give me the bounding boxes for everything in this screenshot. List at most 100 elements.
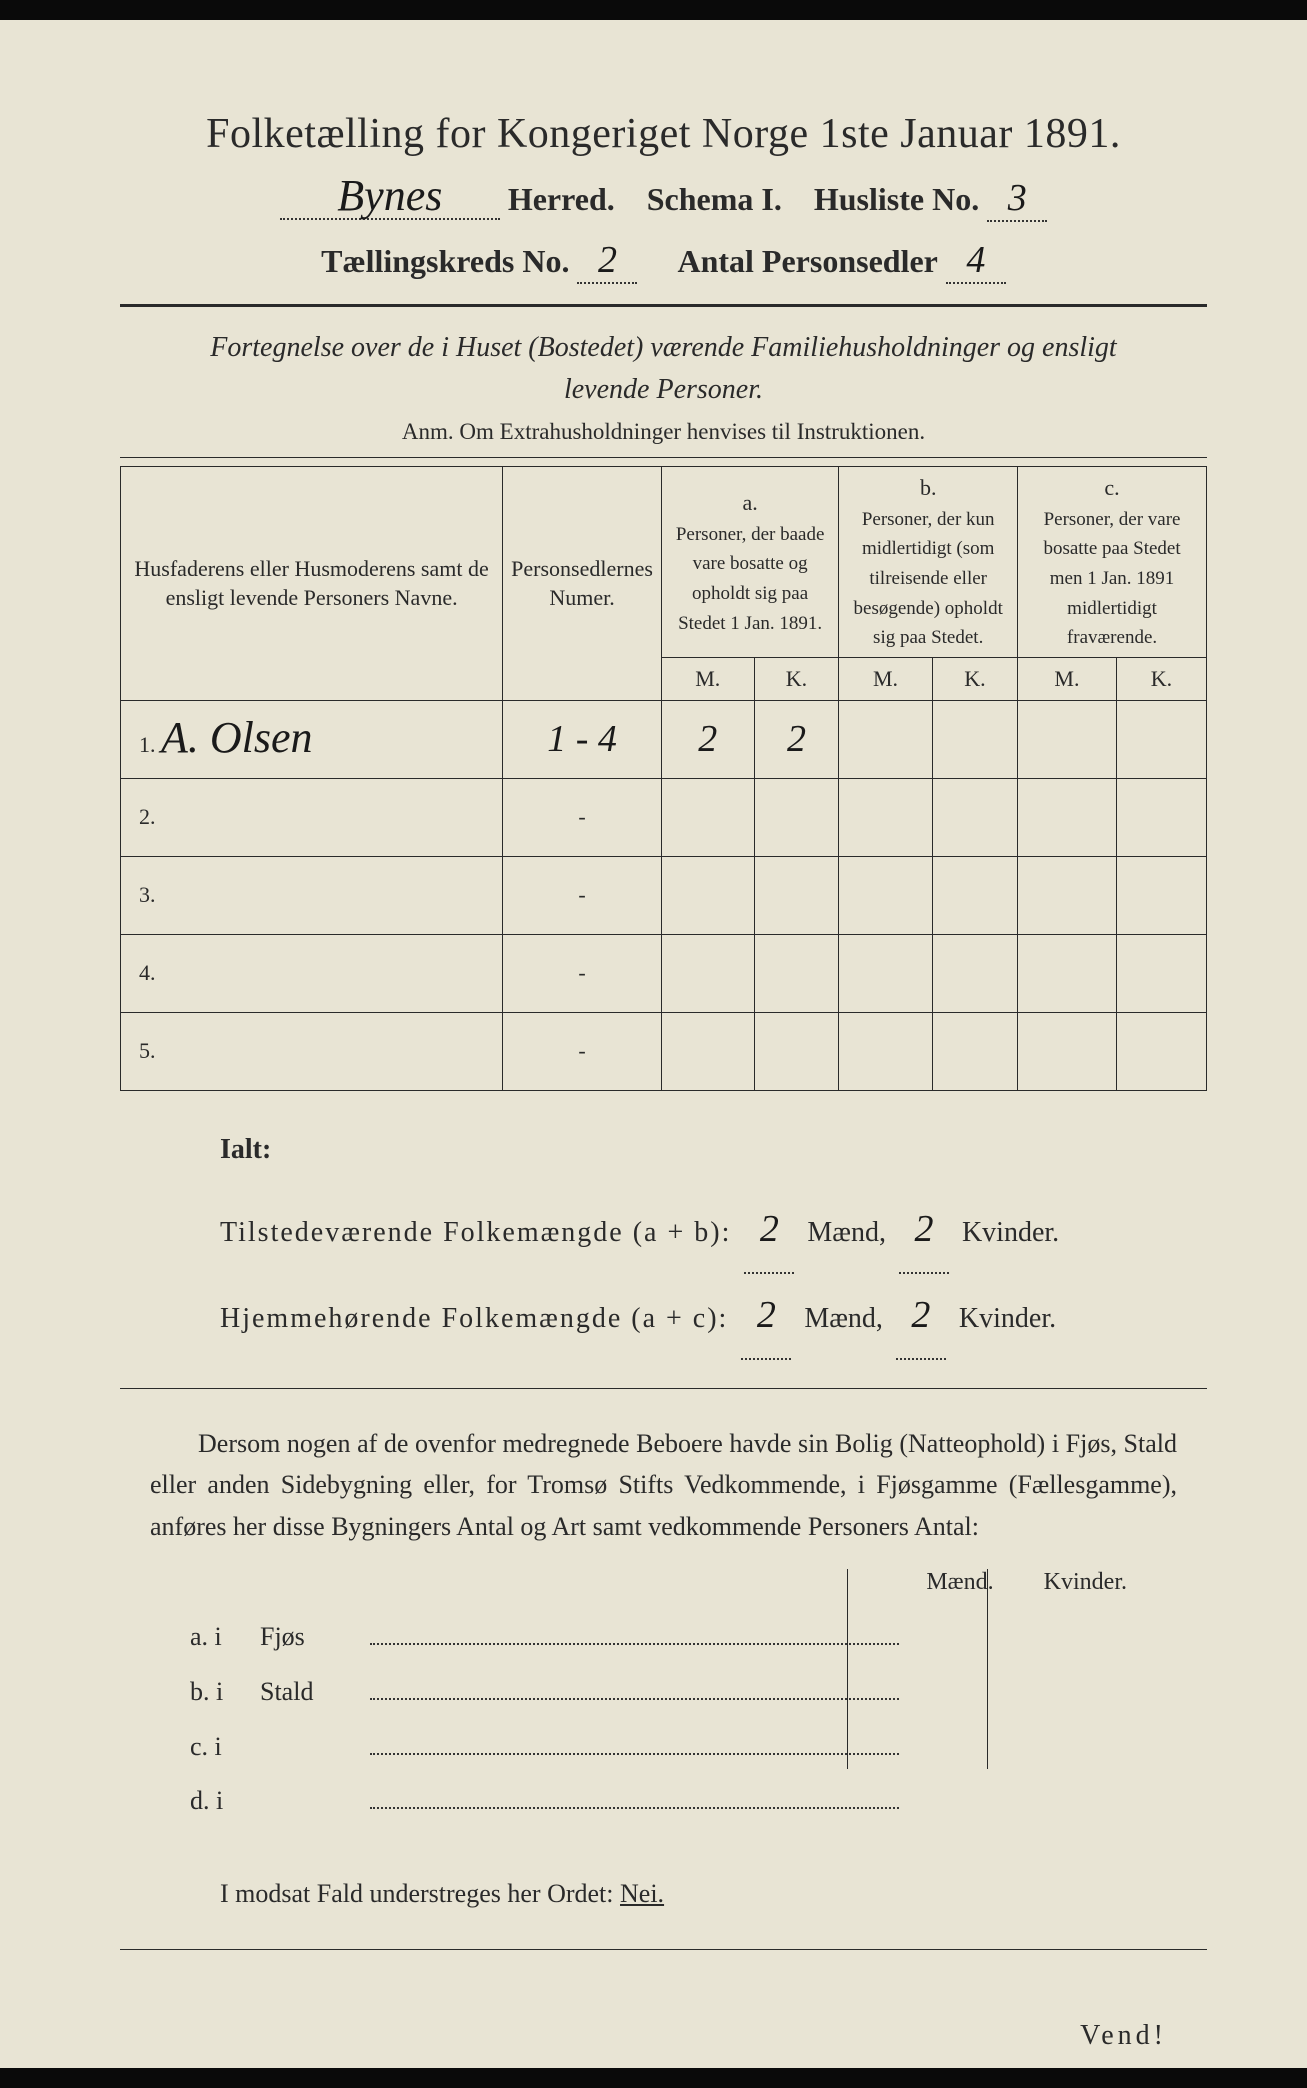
byg-dots bbox=[370, 1643, 899, 1645]
byg-label: d. i bbox=[190, 1774, 260, 1829]
th-a-head: a. bbox=[742, 490, 757, 515]
table-body: 1. A. Olsen1 - 4222. -3. -4. -5. - bbox=[121, 700, 1207, 1090]
header-row-2: Tællingskreds No. 2 Antal Personsedler 4 bbox=[120, 238, 1207, 284]
totals-line-1: Tilstedeværende Folkemængde (a + b): 2 M… bbox=[220, 1188, 1207, 1274]
th-name: Husfaderens eller Husmoderens samt de en… bbox=[121, 467, 503, 701]
row-number: 1. bbox=[139, 732, 156, 757]
table-row: 4. - bbox=[121, 934, 1207, 1012]
schema-label: Schema I. bbox=[647, 181, 782, 217]
row-c-m bbox=[1018, 856, 1117, 934]
row-num-cell: 1 - 4 bbox=[503, 700, 662, 778]
row-num-cell: - bbox=[503, 856, 662, 934]
row-number: 5. bbox=[139, 1038, 156, 1063]
tot2-m: 2 bbox=[757, 1294, 776, 1336]
row-b-k bbox=[932, 700, 1017, 778]
table-row: 3. - bbox=[121, 856, 1207, 934]
paragraph: Dersom nogen af de ovenfor medregnede Be… bbox=[150, 1423, 1177, 1548]
th-b-text: Personer, der kun midlertidigt (som tilr… bbox=[854, 509, 1003, 649]
byg-label: a. i bbox=[190, 1610, 260, 1665]
header-row-1: Bynes Herred. Schema I. Husliste No. 3 bbox=[120, 176, 1207, 222]
page-title: Folketælling for Kongeriget Norge 1ste J… bbox=[120, 110, 1207, 158]
kreds-value: 2 bbox=[598, 239, 617, 281]
herred-value: Bynes bbox=[337, 178, 442, 213]
tot-kvinder-1: Kvinder. bbox=[962, 1217, 1059, 1248]
row-a-m bbox=[661, 778, 754, 856]
th-a-text: Personer, der baade vare bosatte og opho… bbox=[676, 524, 825, 634]
row-name-cell: 2. bbox=[121, 778, 503, 856]
row-a-m: 2 bbox=[661, 700, 754, 778]
tot1-k: 2 bbox=[914, 1208, 933, 1250]
th-b-head: b. bbox=[920, 475, 937, 500]
section-title-l1: Fortegnelse over de i Huset (Bostedet) v… bbox=[210, 332, 1116, 363]
row-a-m bbox=[661, 856, 754, 934]
byg-label: c. i bbox=[190, 1720, 260, 1775]
th-a-m: M. bbox=[661, 658, 754, 701]
row-number: 3. bbox=[139, 882, 156, 907]
vend-label: Vend! bbox=[120, 2020, 1207, 2052]
row-number: 2. bbox=[139, 804, 156, 829]
th-c-m: M. bbox=[1018, 658, 1117, 701]
row-name: A. Olsen bbox=[161, 720, 313, 755]
tot-kvinder-2: Kvinder. bbox=[959, 1303, 1056, 1334]
row-c-m bbox=[1018, 1012, 1117, 1090]
table-row: 2. - bbox=[121, 778, 1207, 856]
row-a-k bbox=[754, 934, 839, 1012]
row-num: - bbox=[578, 882, 585, 907]
divider-1 bbox=[120, 304, 1207, 307]
section-title: Fortegnelse over de i Huset (Bostedet) v… bbox=[120, 327, 1207, 411]
main-table: Husfaderens eller Husmoderens samt de en… bbox=[120, 466, 1207, 1091]
row-c-k bbox=[1116, 778, 1206, 856]
row-c-k bbox=[1116, 934, 1206, 1012]
byg-dots bbox=[370, 1698, 899, 1700]
divider-4 bbox=[120, 1949, 1207, 1950]
byg-type: Fjøs bbox=[260, 1610, 370, 1665]
anm-note: Anm. Om Extrahusholdninger henvises til … bbox=[120, 419, 1207, 445]
row-b-m bbox=[839, 856, 932, 934]
totals-block: Ialt: Tilstedeværende Folkemængde (a + b… bbox=[220, 1119, 1207, 1360]
divider-2 bbox=[120, 457, 1207, 458]
row-b-m bbox=[839, 934, 932, 1012]
row-name-cell: 5. bbox=[121, 1012, 503, 1090]
th-num: Personsedlernes Numer. bbox=[503, 467, 662, 701]
byg-type: Stald bbox=[260, 1665, 370, 1720]
row-num-cell: - bbox=[503, 934, 662, 1012]
section-title-l2: levende Personer. bbox=[564, 374, 763, 405]
byg-dots bbox=[370, 1807, 899, 1809]
kreds-label: Tællingskreds No. bbox=[321, 243, 569, 279]
row-a-k: 2 bbox=[754, 700, 839, 778]
modsat-line: I modsat Fald understreges her Ordet: Ne… bbox=[220, 1879, 1207, 1909]
row-a-k bbox=[754, 1012, 839, 1090]
tot-maend-1: Mænd, bbox=[807, 1217, 886, 1248]
row-num: - bbox=[578, 804, 585, 829]
row-b-k bbox=[932, 934, 1017, 1012]
antal-value: 4 bbox=[966, 239, 985, 281]
row-b-m bbox=[839, 700, 932, 778]
divider-3 bbox=[120, 1388, 1207, 1389]
tot2-k: 2 bbox=[911, 1294, 930, 1336]
census-form-page: Folketælling for Kongeriget Norge 1ste J… bbox=[0, 20, 1307, 2068]
row-num: - bbox=[578, 1038, 585, 1063]
row-a-k bbox=[754, 856, 839, 934]
modsat-nei: Nei. bbox=[620, 1879, 664, 1908]
th-a-k: K. bbox=[754, 658, 839, 701]
row-c-k bbox=[1116, 1012, 1206, 1090]
tot1-m: 2 bbox=[760, 1208, 779, 1250]
row-b-k bbox=[932, 856, 1017, 934]
row-a-k bbox=[754, 778, 839, 856]
th-b-m: M. bbox=[839, 658, 932, 701]
row-c-k bbox=[1116, 700, 1206, 778]
row-num: - bbox=[578, 960, 585, 985]
row-a-m bbox=[661, 1012, 754, 1090]
row-num-cell: - bbox=[503, 1012, 662, 1090]
row-c-m bbox=[1018, 778, 1117, 856]
th-a: a. Personer, der baade vare bosatte og o… bbox=[661, 467, 838, 658]
row-name-cell: 1. A. Olsen bbox=[121, 700, 503, 778]
husliste-label: Husliste No. bbox=[814, 181, 979, 217]
byg-label: b. i bbox=[190, 1665, 260, 1720]
modsat-pre: I modsat Fald understreges her Ordet: bbox=[220, 1879, 614, 1908]
th-c-head: c. bbox=[1104, 475, 1119, 500]
row-b-k bbox=[932, 778, 1017, 856]
bygning-row: d. i bbox=[190, 1774, 1187, 1829]
th-b: b. Personer, der kun midlertidigt (som t… bbox=[839, 467, 1018, 658]
row-num-cell: - bbox=[503, 778, 662, 856]
